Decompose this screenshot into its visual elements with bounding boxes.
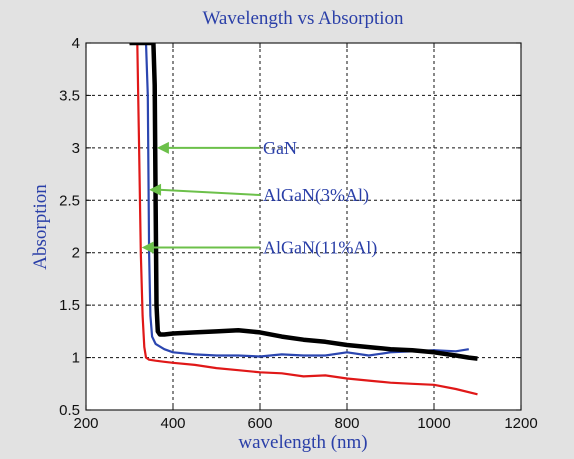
- y-tick-label: 2.5: [59, 192, 80, 209]
- annotation-label: AlGaN(11%Al): [263, 237, 377, 258]
- x-tick-label: 800: [334, 415, 359, 432]
- x-tick-label: 600: [247, 415, 272, 432]
- x-tick-label: 1000: [417, 415, 450, 432]
- y-tick-label: 4: [72, 35, 80, 52]
- x-tick-label: 400: [160, 415, 185, 432]
- y-axis-label: Absorption: [30, 184, 51, 270]
- chart-title: Wavelength vs Absorption: [202, 8, 404, 29]
- y-tick-label: 1.5: [59, 297, 80, 314]
- y-tick-label: 1: [72, 350, 80, 367]
- y-tick-label: 3: [72, 140, 80, 157]
- x-tick-label: 1200: [504, 415, 537, 432]
- x-axis-label: wavelength (nm): [238, 432, 367, 453]
- y-tick-label: 3.5: [59, 87, 80, 104]
- annotation-label: GaN: [263, 138, 297, 158]
- y-tick-label: 2: [72, 245, 80, 262]
- annotation-label: AlGaN(3%Al): [263, 185, 369, 206]
- y-tick-label: 0.5: [59, 402, 80, 419]
